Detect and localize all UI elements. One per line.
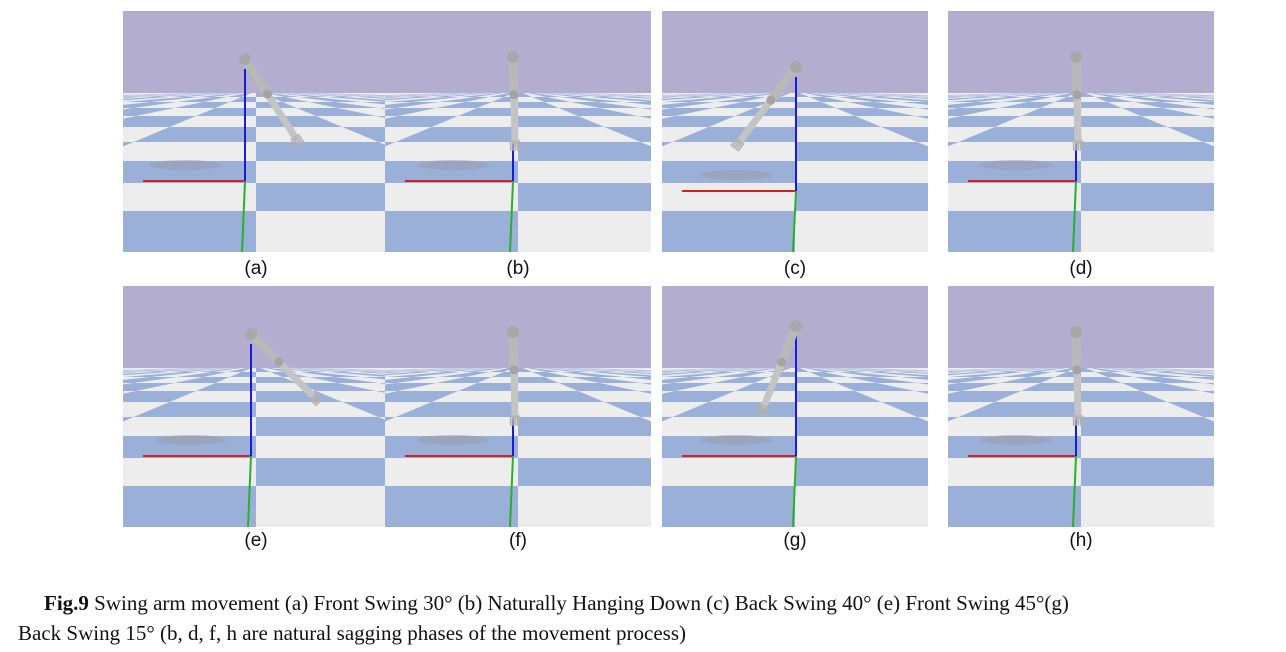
y-axis — [1072, 180, 1077, 252]
simulation-panel — [385, 11, 651, 252]
checker-floor — [385, 93, 651, 252]
subfigure-label: (g) — [783, 530, 807, 551]
arm-shadow — [155, 435, 227, 445]
robot-arm — [730, 61, 802, 152]
simulation-render — [385, 11, 651, 252]
y-axis — [792, 455, 797, 527]
subfigure-label: (b) — [506, 258, 530, 279]
caption-line2: Back Swing 15° (b, d, f, h are natural s… — [18, 621, 686, 645]
checker-floor — [948, 368, 1214, 527]
subfigure-label: (a) — [244, 258, 268, 279]
simulation-render — [385, 286, 651, 527]
checker-floor — [385, 368, 651, 527]
simulation-panel — [662, 286, 928, 527]
y-axis — [792, 190, 797, 252]
subfigure-label: (h) — [1069, 530, 1093, 551]
subfigure-label: (f) — [509, 530, 527, 551]
y-axis — [247, 455, 252, 527]
robot-arm — [245, 328, 324, 407]
simulation-render — [123, 286, 389, 527]
simulation-render — [662, 11, 928, 252]
simulation-panel — [385, 286, 651, 527]
simulation-panel — [948, 286, 1214, 527]
robot-arm — [1070, 326, 1084, 426]
arm-shadow — [700, 435, 772, 445]
sky — [123, 286, 389, 368]
robot-arm — [507, 51, 521, 151]
simulation-panel — [123, 11, 389, 252]
subfigure-label: (c) — [783, 258, 807, 279]
robot-arm — [755, 320, 802, 417]
simulation-render — [948, 286, 1214, 527]
robot-arm — [239, 53, 305, 148]
simulation-panel — [662, 11, 928, 252]
robot-arm — [1070, 51, 1084, 151]
caption-line1: Swing arm movement (a) Front Swing 30° (… — [88, 591, 1069, 615]
arm-shadow — [149, 160, 221, 170]
y-axis — [509, 455, 514, 527]
arm-shadow — [980, 435, 1052, 445]
figure-caption: Fig.9 Swing arm movement (a) Front Swing… — [18, 588, 1278, 648]
checker-floor — [123, 93, 389, 252]
arm-shadow — [700, 170, 772, 180]
subfigure-label: (d) — [1069, 258, 1093, 279]
y-axis — [509, 180, 514, 252]
simulation-render — [662, 286, 928, 527]
checker-floor — [662, 368, 928, 527]
subfigure-label: (e) — [244, 530, 268, 551]
arm-shadow — [417, 435, 489, 445]
simulation-panel — [123, 286, 389, 527]
robot-arm — [507, 326, 521, 426]
arm-shadow — [980, 160, 1052, 170]
simulation-panel — [948, 11, 1214, 252]
simulation-render — [948, 11, 1214, 252]
y-axis — [1072, 455, 1077, 527]
arm-shadow — [417, 160, 489, 170]
caption-lead: Fig.9 — [44, 591, 89, 615]
simulation-render — [123, 11, 389, 252]
y-axis — [241, 180, 246, 252]
